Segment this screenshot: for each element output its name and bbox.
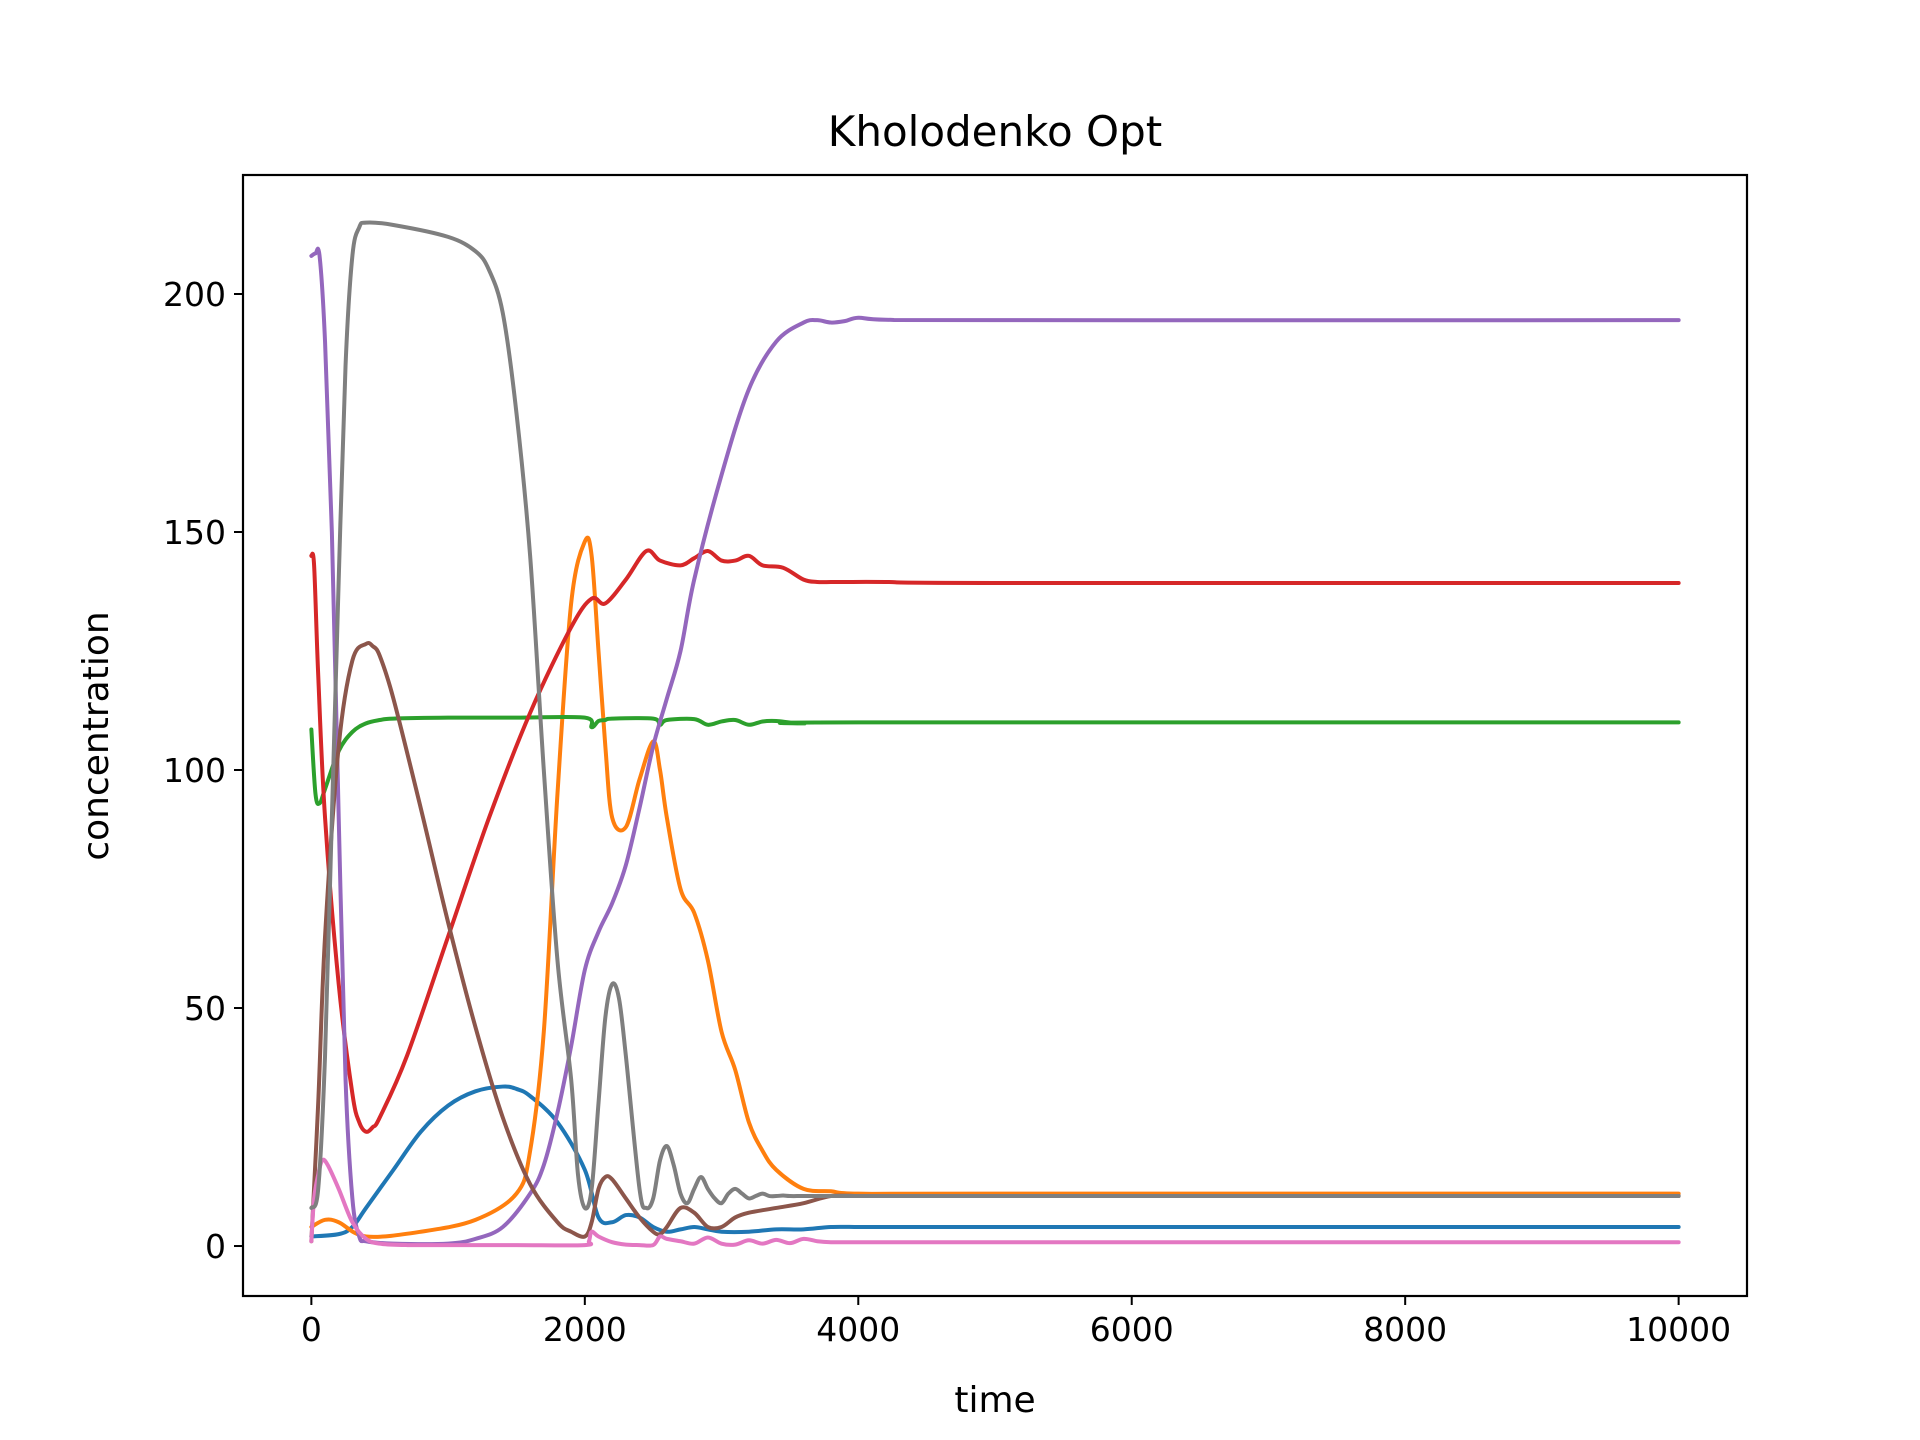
x-tick-label-3: 6000 bbox=[1090, 1310, 1174, 1349]
y-axis-ticks: 0 50 100 150 200 bbox=[163, 275, 243, 1266]
series-layer bbox=[309, 220, 1681, 1248]
series-line-2 bbox=[309, 714, 1681, 806]
x-tick-label-5: 10000 bbox=[1626, 1310, 1731, 1349]
y-tick-label-3: 150 bbox=[163, 513, 226, 552]
y-tick-label-0: 0 bbox=[205, 1227, 226, 1266]
series-line-4 bbox=[309, 246, 1681, 1247]
x-tick-label-4: 8000 bbox=[1363, 1310, 1447, 1349]
plot-frame bbox=[241, 173, 1749, 1298]
series-line-3 bbox=[309, 548, 1681, 1134]
x-axis-label: time bbox=[954, 1380, 1035, 1421]
x-tick-label-0: 0 bbox=[301, 1310, 322, 1349]
x-tick-label-2: 4000 bbox=[816, 1310, 900, 1349]
y-tick-label-1: 50 bbox=[184, 989, 226, 1028]
chart-title: Kholodenko Opt bbox=[828, 107, 1162, 156]
series-line-5 bbox=[309, 640, 1681, 1244]
x-axis-ticks: 0 2000 4000 6000 8000 10000 bbox=[301, 1296, 1731, 1349]
series-line-7 bbox=[309, 220, 1681, 1211]
x-tick-label-1: 2000 bbox=[543, 1310, 627, 1349]
y-tick-label-2: 100 bbox=[163, 751, 226, 790]
series-line-6 bbox=[309, 1157, 1681, 1248]
series-line-1 bbox=[309, 535, 1681, 1239]
y-tick-label-4: 200 bbox=[163, 275, 226, 314]
y-axis-label: concentration bbox=[76, 611, 117, 860]
